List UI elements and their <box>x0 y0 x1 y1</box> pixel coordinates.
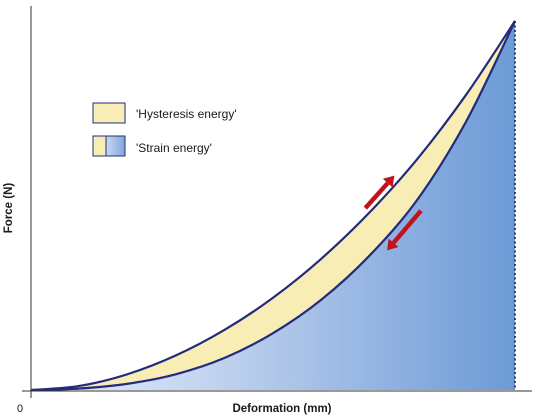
legend-label-hysteresis: 'Hysteresis energy' <box>136 107 237 121</box>
legend: 'Hysteresis energy' 'Strain energy' <box>92 102 237 157</box>
unloading-curve <box>30 20 516 392</box>
hysteresis-energy-area <box>31 21 515 390</box>
origin-label: 0 <box>17 403 23 415</box>
y-axis-label: Force (N) <box>3 183 15 234</box>
loading-direction-arrow <box>363 175 395 210</box>
x-axis-label: Deformation (mm) <box>232 403 331 415</box>
unloading-direction-arrow <box>387 209 423 251</box>
legend-swatch-strain <box>92 135 126 157</box>
loading-curve <box>30 20 516 392</box>
legend-label-strain: 'Strain energy' <box>136 141 212 155</box>
legend-swatch-hysteresis <box>92 102 126 124</box>
strain-energy-area <box>31 21 515 390</box>
